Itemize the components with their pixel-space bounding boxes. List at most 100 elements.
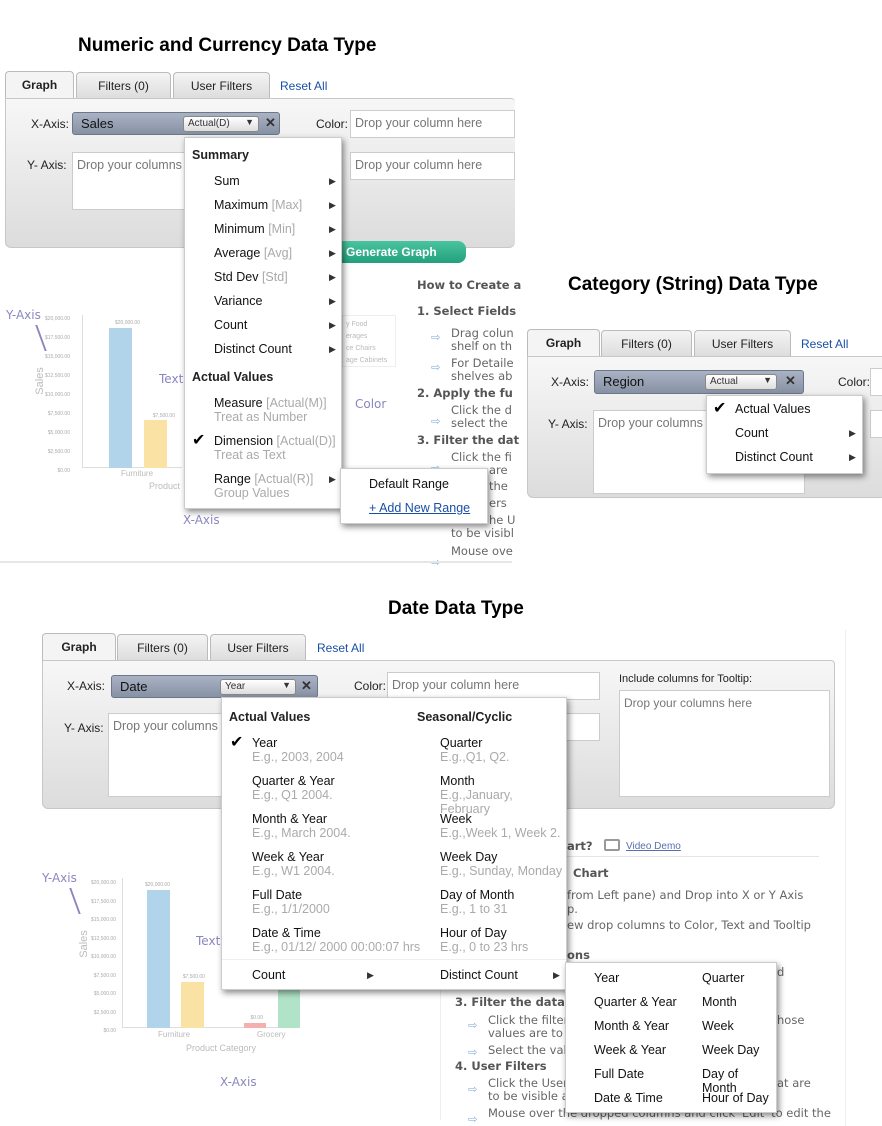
menu-item-count[interactable]: Count [214, 318, 247, 332]
add-new-range-link[interactable]: + Add New Range [369, 501, 471, 515]
menu-item-std-dev[interactable]: Std Dev [Std] [214, 270, 288, 284]
y-axis-annotation: Y-Axis [6, 308, 41, 322]
help-heading: 2. Apply the fu [417, 386, 513, 400]
menu-item-distinct-count[interactable]: Distinct Count [440, 968, 518, 982]
aggregation-dropdown[interactable]: Year ▼ [220, 679, 296, 695]
menu-item-month[interactable]: Month [702, 995, 737, 1009]
help-text: he U [489, 513, 516, 527]
menu-item-range[interactable]: Range [Actual(R)] Group Values [214, 472, 313, 500]
bar-label: $7,500.00 [182, 974, 205, 980]
reset-all-link[interactable]: Reset All [280, 79, 328, 93]
menu-item-minimum[interactable]: Minimum [Min] [214, 222, 295, 236]
menu-item-maximum[interactable]: Maximum [Max] [214, 198, 302, 212]
x-axis-pill[interactable]: Date Year ▼ ✕ [111, 675, 318, 698]
bar-label: $0.00 [250, 1015, 263, 1021]
axis-tick-label: $7,500.00 [93, 972, 116, 979]
menu-item-week-day[interactable]: Week Day [702, 1043, 760, 1057]
menu-item-count[interactable]: Count [252, 968, 286, 982]
y-axis-drop-field[interactable]: Drop your columns here [108, 713, 223, 797]
color-drop-field[interactable] [870, 368, 882, 396]
color-drop-field[interactable]: Drop your column here [350, 110, 515, 138]
menu-item-dimension[interactable]: Dimension [Actual(D)] Treat as Text [214, 434, 336, 462]
menu-item-variance[interactable]: Variance [214, 294, 262, 308]
menu-item-count[interactable]: Count [735, 426, 769, 440]
bar [181, 982, 204, 1028]
menu-item-hour-of-day[interactable]: Hour of Day E.g., 0 to 23 hrs [440, 926, 528, 954]
menu-item-average[interactable]: Average [Avg] [214, 246, 292, 260]
menu-item-default-range[interactable]: Default Range [369, 477, 449, 491]
text-drop-field[interactable] [870, 410, 882, 438]
menu-item-quarter[interactable]: Quarter [702, 971, 745, 985]
menu-item-date-time[interactable]: Date & Time [594, 1091, 663, 1105]
x-axis-pill[interactable]: Sales Actual(D) ▼ ✕ [72, 112, 280, 135]
axis-tick-label: $5,000.00 [47, 430, 70, 436]
menu-item-hint: Treat as Text [214, 448, 286, 462]
tab-user-filters[interactable]: User Filters [210, 634, 306, 661]
menu-item-week-day[interactable]: Week Day E.g., Sunday, Monday [440, 850, 562, 878]
menu-item-month-year[interactable]: Month & Year [594, 1019, 670, 1033]
tab-graph[interactable]: Graph [42, 633, 116, 661]
submenu-arrow-icon: ▶ [849, 428, 856, 438]
menu-item-example: E.g., March 2004. [252, 826, 351, 840]
x-axis-value: Region [603, 374, 645, 389]
bar-label: $20,000.00 [144, 882, 170, 888]
close-icon[interactable]: ✕ [265, 115, 276, 130]
menu-item-distinct-count[interactable]: Distinct Count [735, 450, 813, 464]
x-axis-label: X-Axis: [31, 117, 70, 131]
close-icon[interactable]: ✕ [785, 373, 796, 388]
menu-item-tag: [Min] [268, 222, 296, 236]
menu-item-full-date[interactable]: Full Date E.g., 1/1/2000 [252, 888, 330, 916]
reset-all-link[interactable]: Reset All [801, 337, 849, 351]
aggregation-dropdown[interactable]: Actual ▼ [705, 374, 777, 390]
y-axis-drop-field[interactable]: Drop your columns here [72, 152, 187, 210]
color-annotation: Color [355, 397, 387, 411]
close-icon[interactable]: ✕ [301, 678, 312, 693]
text-drop-field[interactable] [565, 713, 600, 741]
submenu-arrow-icon: ▶ [329, 272, 336, 282]
generate-graph-button[interactable]: Generate Graph [338, 241, 466, 263]
divider [567, 856, 819, 857]
tab-filters[interactable]: Filters (0) [601, 330, 692, 357]
tab-filters[interactable]: Filters (0) [117, 634, 208, 661]
tab-graph[interactable]: Graph [5, 71, 74, 99]
menu-item-example: E.g., Sunday, Monday [440, 864, 563, 878]
menu-item-distinct-count[interactable]: Distinct Count [214, 342, 292, 356]
menu-item-hour-of-day[interactable]: Hour of Day [702, 1091, 769, 1105]
tab-user-filters[interactable]: User Filters [694, 330, 791, 357]
tab-graph[interactable]: Graph [527, 329, 600, 357]
help-heading: 1. Select Fields [417, 304, 517, 318]
help-text: Click the fi [451, 450, 512, 464]
menu-item-week[interactable]: Week [702, 1019, 734, 1033]
tab-filters[interactable]: Filters (0) [76, 72, 171, 99]
text-drop-field[interactable]: Drop your column here [350, 152, 515, 180]
menu-item-quarter-year[interactable]: Quarter & Year E.g., Q1 2004. [252, 774, 335, 802]
aggregation-dropdown[interactable]: Actual(D) ▼ [183, 116, 259, 132]
menu-item-week[interactable]: Week E.g.,Week 1, Week 2. [440, 812, 560, 840]
menu-item-day-of-month[interactable]: Day of Month [702, 1067, 739, 1095]
menu-item-sum[interactable]: Sum [214, 174, 240, 188]
menu-item-full-date[interactable]: Full Date [594, 1067, 645, 1081]
menu-item-year[interactable]: Year E.g., 2003, 2004 [252, 736, 344, 764]
menu-item-week-year[interactable]: Week & Year [594, 1043, 667, 1057]
tooltip-drop-field[interactable]: Drop your columns here [619, 690, 830, 797]
menu-item-label: Average [214, 246, 261, 260]
menu-item-day-of-month[interactable]: Day of Month E.g., 1 to 31 [440, 888, 514, 916]
menu-item-quarter-year[interactable]: Quarter & Year [594, 995, 677, 1009]
menu-item-measure[interactable]: Measure [Actual(M)] Treat as Number [214, 396, 327, 424]
x-axis-pill[interactable]: Region Actual ▼ ✕ [594, 370, 804, 394]
menu-item-quarter[interactable]: Quarter E.g.,Q1, Q2. [440, 736, 509, 764]
menu-item-tag: [Avg] [263, 246, 293, 260]
x-axis-annotation: X-Axis [183, 513, 220, 527]
color-drop-field[interactable]: Drop your column here [387, 672, 600, 700]
tab-user-filters[interactable]: User Filters [173, 72, 270, 99]
menu-item-actual-values[interactable]: Actual Values [735, 402, 811, 416]
chart-category: Furniture [121, 469, 154, 478]
menu-item-month-year[interactable]: Month & Year E.g., March 2004. [252, 812, 351, 840]
axis-tick-label: $17,500.00 [44, 335, 70, 341]
reset-all-link[interactable]: Reset All [317, 641, 365, 655]
video-demo-link[interactable]: Video Demo [626, 841, 681, 852]
menu-item-year[interactable]: Year [594, 971, 620, 985]
menu-item-week-year[interactable]: Week & Year E.g., W1 2004. [252, 850, 335, 878]
menu-item-date-time[interactable]: Date & Time E.g., 01/12/ 2000 00:00:07 hr… [252, 926, 420, 954]
menu-item-month[interactable]: Month E.g.,January, February [440, 774, 566, 816]
